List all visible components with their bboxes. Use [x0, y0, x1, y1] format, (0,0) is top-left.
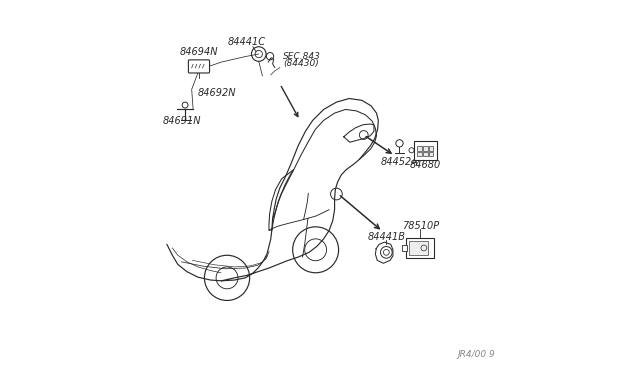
Text: 84441B: 84441B — [367, 232, 405, 242]
Bar — [429, 146, 433, 151]
Bar — [402, 245, 408, 251]
Text: 78510P: 78510P — [402, 221, 439, 231]
Text: 84691N: 84691N — [163, 116, 202, 126]
Bar — [417, 146, 422, 151]
FancyBboxPatch shape — [188, 60, 209, 73]
Text: JR4/00 9: JR4/00 9 — [457, 350, 495, 359]
Text: (84430): (84430) — [283, 59, 319, 68]
Bar — [417, 152, 422, 157]
Bar — [423, 146, 428, 151]
Text: 84452A: 84452A — [381, 157, 419, 167]
Text: SEC.843: SEC.843 — [283, 52, 321, 61]
FancyBboxPatch shape — [415, 141, 437, 160]
Bar — [429, 152, 433, 157]
Text: 84680: 84680 — [410, 160, 442, 170]
Bar — [423, 152, 428, 157]
Text: 84694N: 84694N — [180, 47, 218, 57]
Bar — [410, 241, 428, 254]
Text: 84692N: 84692N — [198, 88, 236, 98]
FancyBboxPatch shape — [406, 238, 434, 258]
Text: 84441C: 84441C — [227, 37, 266, 47]
